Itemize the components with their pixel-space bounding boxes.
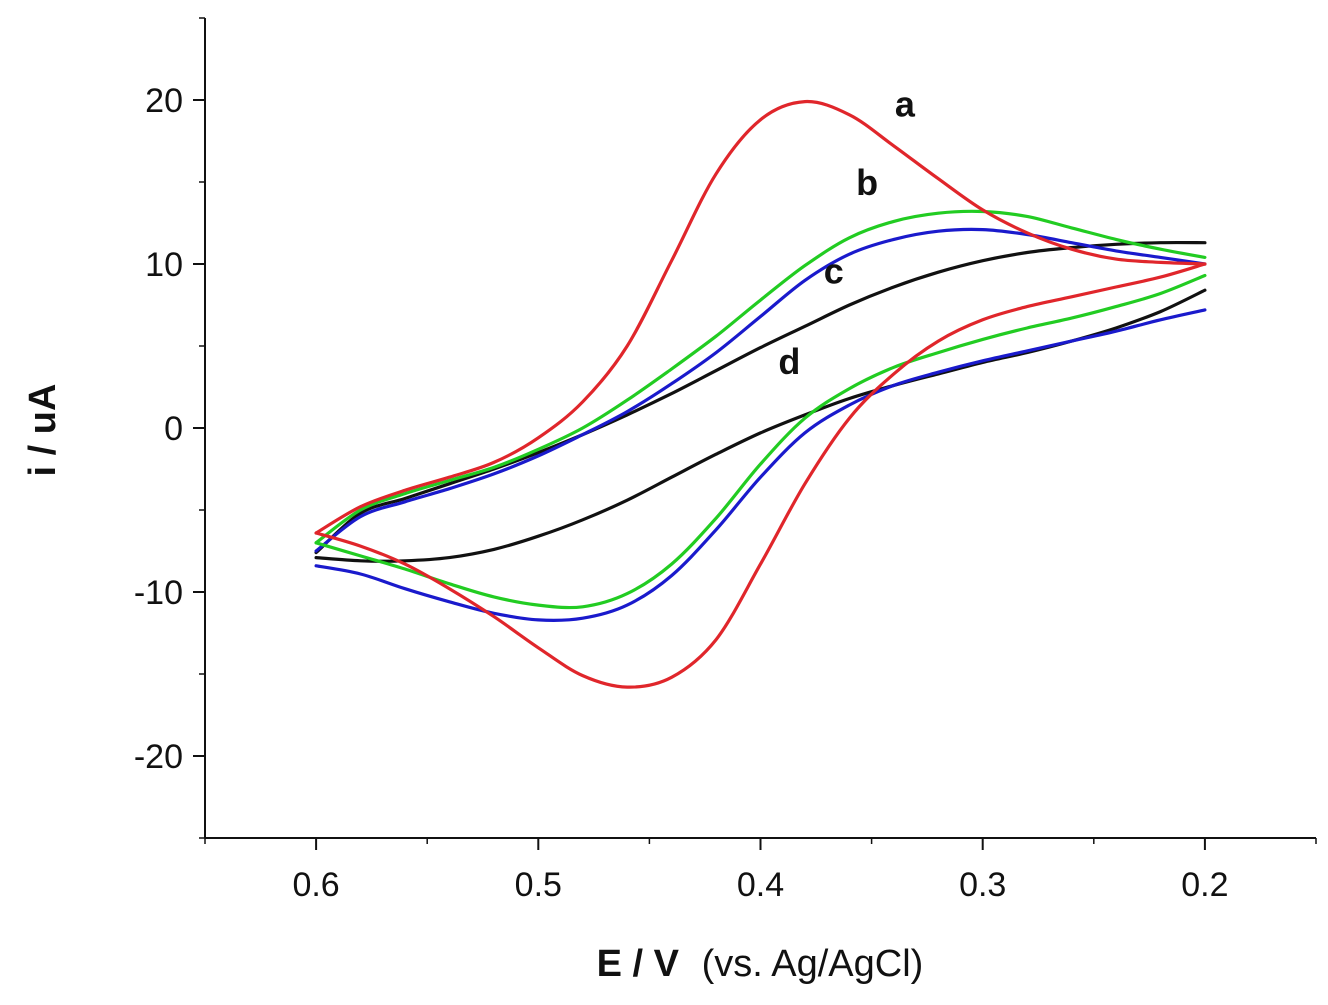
series-b-anodic-sweep bbox=[314, 209, 1207, 545]
series-b-cathodic-sweep bbox=[314, 273, 1207, 610]
x-tick-label: 0.4 bbox=[737, 866, 784, 904]
curve-label-c: c bbox=[824, 251, 844, 292]
series-d bbox=[314, 240, 1207, 563]
series-c bbox=[314, 227, 1207, 622]
y-tick-label: 10 bbox=[145, 246, 183, 284]
y-tick-label: -20 bbox=[134, 738, 183, 776]
axes-layer: 20 10 0 -10 -20 0.6 0.5 0.4 0.3 0.2 bbox=[134, 17, 1317, 904]
series-d-cathodic-sweep bbox=[314, 288, 1207, 563]
axis-title-layer: E / V (vs. Ag/AgCl) i / uA bbox=[22, 384, 923, 985]
series-a bbox=[314, 99, 1207, 689]
curve-label-layer: d c ba bbox=[778, 83, 916, 381]
series-b bbox=[314, 209, 1207, 610]
x-tick-label: 0.3 bbox=[959, 866, 1006, 904]
series-layer bbox=[314, 99, 1207, 689]
series-a-anodic-sweep bbox=[314, 99, 1207, 535]
x-axis-title-main: E / V bbox=[597, 943, 680, 985]
series-c-cathodic-sweep bbox=[314, 308, 1207, 622]
x-tick-label: 0.5 bbox=[515, 866, 562, 904]
curve-label-a: a bbox=[895, 83, 916, 124]
y-axis-title: i / uA bbox=[22, 384, 64, 477]
x-tick-label: 0.2 bbox=[1181, 866, 1228, 904]
x-axis-title-suffix: (vs. Ag/AgCl) bbox=[702, 943, 924, 985]
curve-label-b: b bbox=[856, 162, 878, 203]
x-axis-title: E / V (vs. Ag/AgCl) bbox=[597, 943, 924, 985]
y-tick-label: 0 bbox=[164, 410, 183, 448]
x-tick-label: 0.6 bbox=[292, 866, 339, 904]
curve-label-d: d bbox=[778, 341, 800, 382]
series-d-anodic-sweep bbox=[314, 240, 1207, 555]
series-c-anodic-sweep bbox=[314, 227, 1207, 553]
y-tick-label: 20 bbox=[145, 82, 183, 120]
series-a-cathodic-sweep bbox=[314, 262, 1207, 689]
y-tick-label: -10 bbox=[134, 574, 183, 612]
